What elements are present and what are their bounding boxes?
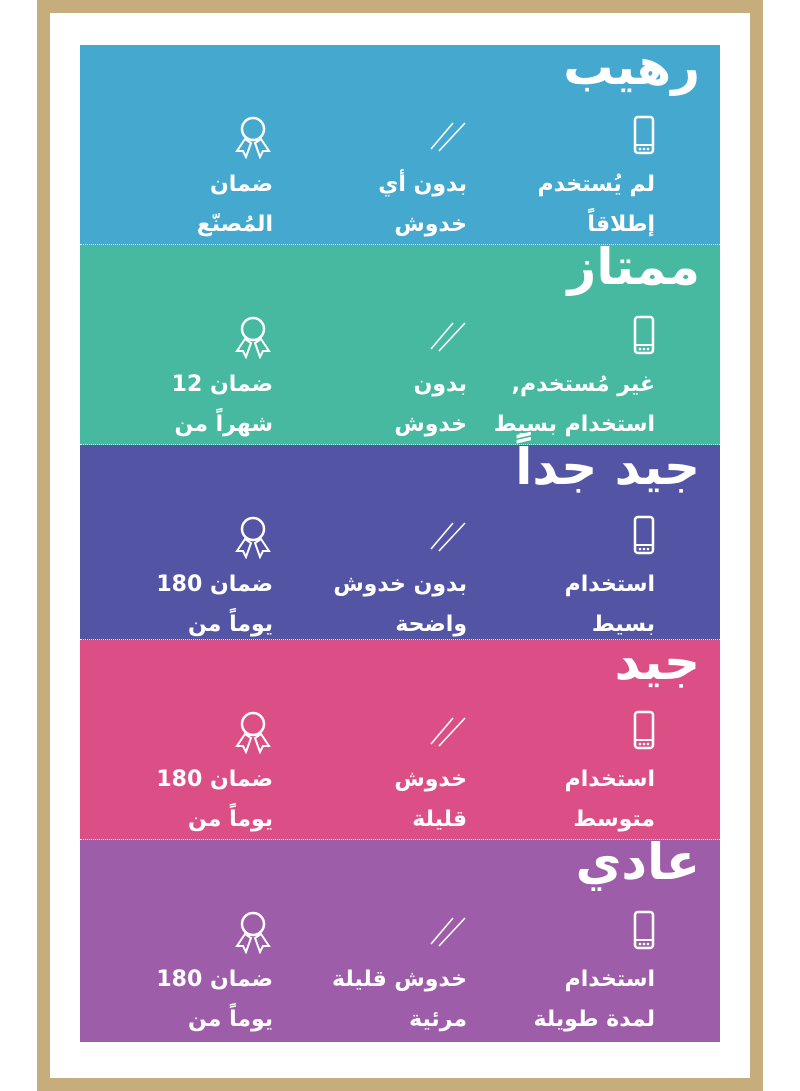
warranty-feature: ضمان 12 شهراً من: [73, 315, 273, 445]
scratches-line-2: خدوش: [394, 412, 467, 437]
scratches-feature: بدون أي خدوش: [267, 115, 467, 245]
phone-icon: [455, 710, 655, 750]
warranty-feature: ضمان 180 يوماً من: [73, 710, 273, 840]
scratches-feature: بدون خدوش واضحة: [267, 515, 467, 645]
scratches-line-2: واضحة: [395, 612, 467, 637]
phone-icon: [455, 515, 655, 555]
warranty-line-1: ضمان 180: [156, 572, 273, 597]
award-ribbon-icon: [73, 710, 273, 754]
phone-icon: [455, 910, 655, 950]
scratch-icon: [267, 115, 467, 155]
usage-line-1: استخدام: [564, 967, 655, 992]
grade-band: عادي استخدام لمدة طويلة خدوش قليلة مرئية ضمان…: [80, 833, 720, 1042]
grade-title: عادي: [575, 833, 700, 891]
usage-feature: استخدام لمدة طويلة: [455, 910, 655, 1040]
grade-title: جيد جداً: [515, 438, 700, 496]
scratch-icon: [267, 710, 467, 750]
usage-line-1: استخدام: [564, 767, 655, 792]
warranty-line-2: يوماً من: [187, 807, 273, 832]
grade-title: ممتاز: [567, 238, 700, 296]
grade-title: رهيب: [563, 38, 700, 96]
scratches-line-1: خدوش قليلة: [332, 967, 467, 992]
warranty-line-1: ضمان 12: [171, 372, 273, 397]
usage-line-2: بسيط: [591, 612, 655, 637]
scratch-icon: [267, 515, 467, 555]
grade-band: جيد استخدام متوسط خدوش قليلة ضمان 180 يوماً من: [80, 633, 720, 840]
scratches-feature: بدون خدوش: [267, 315, 467, 445]
grade-band: جيد جداً استخدام بسيط بدون خدوش واضحة ضمان 18…: [80, 438, 720, 640]
usage-line-2: إطلاقاً: [587, 212, 655, 237]
grade-band: رهيب لم يُستخدم إطلاقاً بدون أي خدوش ضمان المُ…: [80, 38, 720, 245]
scratches-line-2: قليلة: [412, 807, 467, 832]
usage-line-1: لم يُستخدم: [537, 172, 656, 197]
warranty-feature: ضمان المُصنّع: [73, 115, 273, 245]
grade-band: ممتاز غير مُستخدم, استخدام بسيط بدون خدوش ضما…: [80, 238, 720, 445]
usage-line-1: استخدام: [564, 572, 655, 597]
warranty-feature: ضمان 180 يوماً من: [73, 910, 273, 1040]
scratches-feature: خدوش قليلة مرئية: [267, 910, 467, 1040]
usage-feature: غير مُستخدم, استخدام بسيط: [455, 315, 655, 445]
scratches-feature: خدوش قليلة: [267, 710, 467, 840]
usage-feature: استخدام بسيط: [455, 515, 655, 645]
award-ribbon-icon: [73, 115, 273, 159]
scratches-line-1: بدون: [413, 372, 467, 397]
warranty-line-1: ضمان 180: [156, 767, 273, 792]
usage-line-1: غير مُستخدم,: [511, 372, 655, 397]
scratches-line-1: خدوش: [394, 767, 467, 792]
usage-line-2: استخدام بسيط: [493, 412, 655, 437]
usage-feature: استخدام متوسط: [455, 710, 655, 840]
phone-icon: [455, 115, 655, 155]
warranty-line-1: ضمان 180: [156, 967, 273, 992]
usage-line-2: متوسط: [573, 807, 655, 832]
usage-line-2: لمدة طويلة: [533, 1007, 655, 1032]
phone-icon: [455, 315, 655, 355]
warranty-line-1: ضمان: [209, 172, 273, 197]
warranty-line-2: المُصنّع: [196, 212, 273, 237]
warranty-feature: ضمان 180 يوماً من: [73, 515, 273, 645]
award-ribbon-icon: [73, 515, 273, 559]
scratch-icon: [267, 910, 467, 950]
grade-title: جيد: [614, 633, 700, 691]
scratches-line-2: مرئية: [409, 1007, 467, 1032]
award-ribbon-icon: [73, 910, 273, 954]
warranty-line-2: يوماً من: [187, 1007, 273, 1032]
scratches-line-1: بدون خدوش: [333, 572, 467, 597]
award-ribbon-icon: [73, 315, 273, 359]
warranty-line-2: شهراً من: [174, 412, 273, 437]
scratches-line-1: بدون أي: [378, 172, 467, 197]
condition-grades-panel: رهيب لم يُستخدم إطلاقاً بدون أي خدوش ضمان المُ…: [80, 38, 720, 1042]
scratch-icon: [267, 315, 467, 355]
scratches-line-2: خدوش: [394, 212, 467, 237]
usage-feature: لم يُستخدم إطلاقاً: [455, 115, 655, 245]
warranty-line-2: يوماً من: [187, 612, 273, 637]
